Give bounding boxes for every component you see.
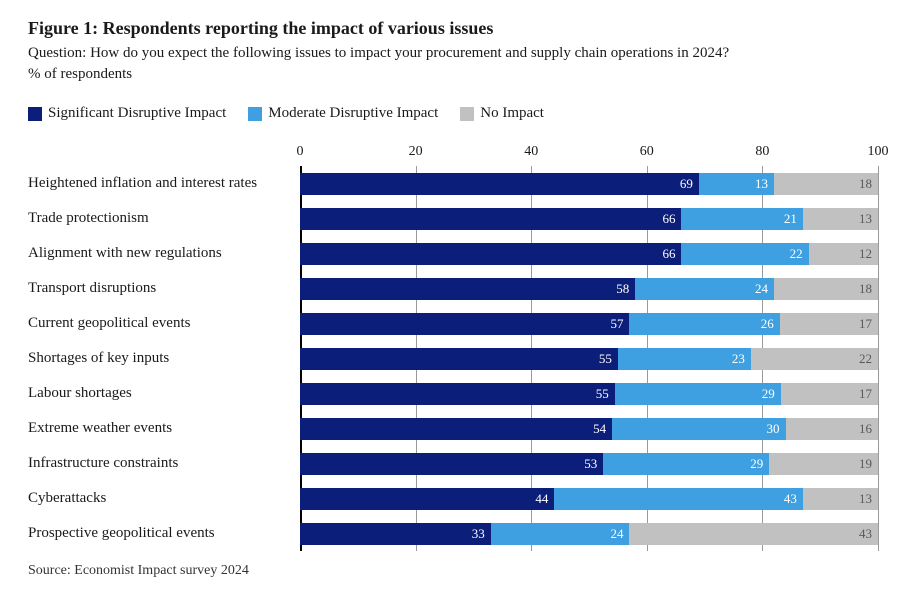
bar-stack: 691318 [300,173,878,195]
bar-stack: 532919 [300,453,878,475]
bar-segment: 13 [803,208,878,230]
bar-segment: 55 [300,383,615,405]
x-tick-label: 100 [868,144,889,160]
bar-segment: 22 [681,243,808,265]
legend: Significant Disruptive Impact Moderate Di… [28,105,878,122]
legend-label: No Impact [480,105,544,122]
bar-segment: 33 [300,523,491,545]
x-tick-label: 80 [755,144,769,160]
bar-area: 552322 [300,341,878,376]
bar-segment: 43 [629,523,878,545]
bar-segment: 29 [615,383,781,405]
bar-segment: 29 [603,453,769,475]
figure-question: Question: How do you expect the followin… [28,45,878,62]
chart-row: Alignment with new regulations662212 [28,236,878,271]
bar-area: 543016 [300,411,878,446]
source-line: Source: Economist Impact survey 2024 [28,563,878,579]
legend-item: Significant Disruptive Impact [28,105,226,122]
legend-swatch [460,107,474,121]
bar-segment: 18 [774,173,878,195]
chart-row: Cyberattacks444313 [28,481,878,516]
bar-stack: 543016 [300,418,878,440]
bar-segment: 17 [780,313,878,335]
legend-item: Moderate Disruptive Impact [248,105,438,122]
legend-swatch [248,107,262,121]
bar-segment: 57 [300,313,629,335]
legend-label: Moderate Disruptive Impact [268,105,438,122]
bar-stack: 444313 [300,488,878,510]
bar-stack: 662212 [300,243,878,265]
bar-area: 444313 [300,481,878,516]
chart-row: Transport disruptions582418 [28,271,878,306]
bar-segment: 12 [809,243,878,265]
bar-stack: 662113 [300,208,878,230]
chart: 020406080100Heightened inflation and int… [28,144,878,551]
category-label: Heightened inflation and interest rates [28,175,300,192]
bar-stack: 582418 [300,278,878,300]
legend-swatch [28,107,42,121]
bar-segment: 24 [635,278,774,300]
bar-segment: 17 [781,383,878,405]
category-label: Prospective geopolitical events [28,525,300,542]
bar-segment: 54 [300,418,612,440]
bar-segment: 24 [491,523,630,545]
bar-area: 662212 [300,236,878,271]
bar-segment: 44 [300,488,554,510]
bar-segment: 16 [786,418,878,440]
category-label: Trade protectionism [28,210,300,227]
category-label: Extreme weather events [28,420,300,437]
x-tick-label: 60 [640,144,654,160]
x-tick-label: 40 [524,144,538,160]
bar-segment: 55 [300,348,618,370]
bar-segment: 53 [300,453,603,475]
bar-segment: 30 [612,418,785,440]
chart-row: Heightened inflation and interest rates6… [28,166,878,201]
chart-row: Labour shortages552917 [28,376,878,411]
bar-segment: 69 [300,173,699,195]
bar-stack: 552917 [300,383,878,405]
bar-segment: 19 [769,453,878,475]
legend-label: Significant Disruptive Impact [48,105,226,122]
bar-segment: 13 [803,488,878,510]
bar-segment: 26 [629,313,779,335]
bar-segment: 66 [300,208,681,230]
legend-item: No Impact [460,105,544,122]
figure-title: Figure 1: Respondents reporting the impa… [28,18,878,39]
chart-row: Extreme weather events543016 [28,411,878,446]
chart-row: Prospective geopolitical events332443 [28,516,878,551]
category-label: Transport disruptions [28,280,300,297]
bar-area: 572617 [300,306,878,341]
bar-stack: 552322 [300,348,878,370]
chart-row: Infrastructure constraints532919 [28,446,878,481]
chart-row: Current geopolitical events572617 [28,306,878,341]
bar-segment: 58 [300,278,635,300]
category-label: Infrastructure constraints [28,455,300,472]
bar-area: 532919 [300,446,878,481]
category-label: Current geopolitical events [28,315,300,332]
category-label: Shortages of key inputs [28,350,300,367]
bar-stack: 572617 [300,313,878,335]
chart-row: Trade protectionism662113 [28,201,878,236]
bar-segment: 43 [554,488,803,510]
category-label: Labour shortages [28,385,300,402]
bar-segment: 22 [751,348,878,370]
bar-area: 552917 [300,376,878,411]
x-tick-label: 0 [297,144,304,160]
bar-area: 662113 [300,201,878,236]
bar-area: 691318 [300,166,878,201]
bar-area: 332443 [300,516,878,551]
bar-stack: 332443 [300,523,878,545]
bar-segment: 66 [300,243,681,265]
x-axis: 020406080100 [300,144,878,166]
x-tick-label: 20 [409,144,423,160]
bar-segment: 21 [681,208,802,230]
bar-segment: 18 [774,278,878,300]
bar-area: 582418 [300,271,878,306]
category-label: Cyberattacks [28,490,300,507]
chart-row: Shortages of key inputs552322 [28,341,878,376]
category-label: Alignment with new regulations [28,245,300,262]
bar-segment: 23 [618,348,751,370]
figure-unit: % of respondents [28,66,878,83]
bar-segment: 13 [699,173,774,195]
